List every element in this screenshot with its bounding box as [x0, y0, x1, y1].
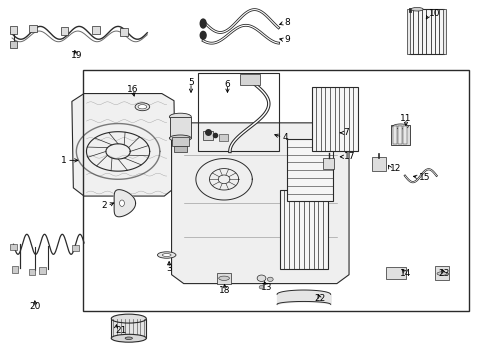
Text: 17: 17: [344, 152, 355, 161]
Bar: [29, 269, 35, 275]
Bar: [397, 126, 401, 144]
Text: 20: 20: [30, 302, 41, 311]
Text: 5: 5: [188, 78, 194, 87]
Bar: [83, 70, 468, 311]
Bar: [371, 157, 385, 171]
Bar: [111, 319, 146, 338]
Ellipse shape: [157, 252, 176, 258]
Ellipse shape: [169, 113, 191, 120]
Text: 15: 15: [418, 173, 429, 182]
Polygon shape: [171, 123, 348, 284]
Ellipse shape: [138, 105, 146, 109]
Bar: [39, 267, 46, 274]
Ellipse shape: [111, 314, 146, 323]
Ellipse shape: [267, 277, 273, 282]
Bar: [408, 9, 443, 54]
Ellipse shape: [200, 19, 205, 28]
Bar: [442, 9, 445, 54]
Bar: [120, 28, 127, 36]
Bar: [311, 87, 357, 151]
Text: 9: 9: [284, 36, 289, 45]
Bar: [390, 125, 409, 145]
Text: 7: 7: [343, 129, 348, 138]
Bar: [402, 126, 406, 144]
Bar: [171, 138, 189, 147]
Text: 8: 8: [284, 18, 289, 27]
Ellipse shape: [111, 334, 146, 342]
Text: 19: 19: [71, 51, 82, 60]
Text: 13: 13: [260, 283, 272, 292]
Polygon shape: [72, 94, 175, 196]
Bar: [239, 74, 260, 85]
Bar: [198, 73, 278, 151]
Bar: [216, 273, 231, 284]
Ellipse shape: [259, 285, 264, 289]
Ellipse shape: [410, 8, 422, 11]
Text: 11: 11: [399, 114, 411, 123]
Text: 23: 23: [437, 269, 448, 278]
Ellipse shape: [162, 253, 171, 256]
Ellipse shape: [392, 124, 407, 129]
Bar: [169, 117, 191, 138]
Text: 21: 21: [116, 325, 127, 334]
Text: 16: 16: [127, 85, 138, 94]
Text: 3: 3: [166, 264, 172, 273]
Text: 14: 14: [399, 269, 411, 278]
Text: 2: 2: [102, 201, 107, 210]
Bar: [12, 266, 19, 273]
Bar: [219, 134, 227, 141]
Bar: [287, 139, 333, 202]
Text: 4: 4: [282, 132, 287, 141]
Bar: [174, 146, 186, 153]
Bar: [406, 9, 409, 54]
Text: 18: 18: [219, 285, 230, 294]
Polygon shape: [114, 190, 135, 217]
Text: 1: 1: [61, 156, 67, 165]
Bar: [61, 27, 68, 35]
Text: 10: 10: [428, 9, 440, 18]
Bar: [10, 26, 18, 33]
Ellipse shape: [125, 337, 132, 339]
Ellipse shape: [135, 103, 149, 111]
Ellipse shape: [169, 135, 191, 141]
Text: 22: 22: [314, 294, 325, 303]
Ellipse shape: [119, 200, 124, 206]
Bar: [392, 126, 396, 144]
Text: 6: 6: [224, 80, 230, 89]
Bar: [203, 131, 212, 140]
Bar: [386, 267, 405, 279]
Ellipse shape: [200, 31, 205, 39]
Bar: [92, 26, 100, 33]
Bar: [323, 158, 333, 168]
Ellipse shape: [257, 275, 265, 282]
Bar: [434, 266, 448, 280]
Text: 12: 12: [389, 164, 401, 173]
Bar: [279, 190, 327, 269]
Bar: [10, 41, 18, 48]
Bar: [29, 24, 37, 32]
Bar: [10, 244, 17, 250]
Ellipse shape: [218, 276, 229, 280]
Bar: [72, 245, 79, 251]
Ellipse shape: [436, 272, 446, 275]
